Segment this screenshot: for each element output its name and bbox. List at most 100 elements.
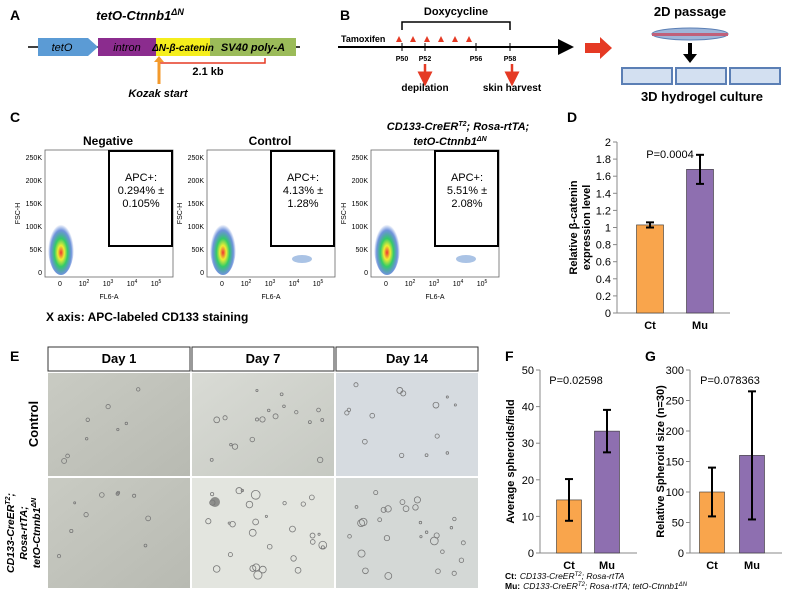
spheroid bbox=[380, 506, 387, 513]
timepoint: P56 bbox=[470, 56, 483, 63]
footnote-text: CD133-CreER bbox=[520, 571, 575, 581]
y-tick-label: 250K bbox=[26, 155, 43, 162]
spheroid bbox=[347, 534, 352, 539]
spheroid bbox=[252, 563, 261, 572]
spheroid bbox=[294, 567, 302, 574]
spheroid bbox=[320, 418, 325, 422]
spheroid bbox=[451, 570, 457, 576]
y-tick-label: 0.2 bbox=[596, 291, 611, 303]
label-sup: ΔN bbox=[31, 497, 38, 509]
spheroid bbox=[209, 458, 214, 462]
spheroid bbox=[227, 521, 231, 525]
segment-label: intron bbox=[113, 42, 141, 54]
spheroid bbox=[413, 496, 421, 504]
y-axis-label: Relative β-catenin bbox=[568, 180, 580, 274]
y-tick-label: 100K bbox=[352, 224, 369, 231]
label-part: ; bbox=[5, 493, 17, 497]
footnote-key: Ct: bbox=[505, 571, 517, 581]
plot-title: CD133-CreERT2; Rosa-rtTA; bbox=[387, 121, 530, 133]
tick-base: 0 bbox=[384, 281, 388, 288]
y-axis-label: FSC-H bbox=[15, 203, 22, 224]
spheroid bbox=[320, 545, 325, 550]
gate bbox=[108, 150, 173, 247]
spheroid bbox=[399, 499, 406, 505]
spheroid bbox=[300, 501, 306, 507]
panel-label: B bbox=[340, 7, 350, 23]
title-part: ; Rosa-rtTA; bbox=[466, 121, 529, 133]
spheroid bbox=[259, 416, 266, 423]
row-label: Control bbox=[26, 401, 41, 447]
spheroid bbox=[354, 505, 359, 509]
y-tick-label: 40 bbox=[522, 402, 534, 414]
x-tick-label: 103 bbox=[429, 279, 440, 288]
footnote-key: Mu: bbox=[505, 581, 520, 591]
tick-base: 0 bbox=[58, 281, 62, 288]
tamoxifen-marks bbox=[396, 36, 472, 42]
spheroid bbox=[264, 514, 268, 518]
panel-label: E bbox=[10, 348, 19, 364]
y-tick-label: 30 bbox=[522, 438, 534, 450]
y-tick-label: 300 bbox=[666, 365, 684, 377]
tick-base: 10 bbox=[313, 281, 321, 288]
spheroid bbox=[418, 520, 423, 525]
event-label: depilation bbox=[401, 83, 448, 94]
micrographs bbox=[48, 373, 478, 588]
timeline-ticks bbox=[401, 43, 511, 51]
step-label: 2D passage bbox=[654, 4, 726, 19]
y-tick-label: 2 bbox=[605, 137, 611, 149]
size-bracket bbox=[159, 58, 266, 64]
spheroid bbox=[433, 532, 440, 539]
label-part: tetO-Ctnnb1 bbox=[31, 507, 43, 568]
spheroid bbox=[377, 517, 383, 523]
x-tick-label: 0 bbox=[384, 281, 388, 288]
gate-label: 0.294% ± bbox=[118, 185, 164, 197]
title-text: tetO-Ctnnb1 bbox=[96, 8, 171, 23]
spheroid bbox=[99, 492, 105, 498]
y-tick-label: 250K bbox=[352, 155, 369, 162]
spheroid bbox=[249, 565, 257, 572]
y-tick-label: 50K bbox=[356, 247, 369, 254]
segment-label: tetO bbox=[52, 42, 73, 54]
x-tick-label: 102 bbox=[405, 279, 416, 288]
y-tick-label: 200K bbox=[26, 178, 43, 185]
spheroid bbox=[250, 489, 261, 500]
y-tick-label: 0.8 bbox=[596, 240, 611, 252]
x-tick-label: Mu bbox=[599, 560, 615, 572]
spheroid bbox=[344, 410, 350, 416]
construct-title: tetO-Ctnnb1ΔN bbox=[96, 7, 184, 23]
tick-exp: 2 bbox=[413, 279, 416, 285]
teto-block bbox=[38, 38, 98, 56]
step-arrowhead bbox=[683, 54, 697, 63]
spheroid bbox=[317, 456, 324, 464]
spheroid bbox=[424, 453, 429, 458]
timepoint: P52 bbox=[419, 56, 432, 63]
spheroid bbox=[240, 488, 244, 493]
x-tick-label: Ct bbox=[706, 560, 718, 572]
x-tick-label: 104 bbox=[289, 279, 300, 288]
y-tick-label: 150K bbox=[188, 201, 205, 208]
footnote-sup: T2 bbox=[578, 582, 586, 588]
day-headers bbox=[47, 346, 479, 372]
spheroid bbox=[357, 519, 365, 527]
x-axis-label: FL6-A bbox=[425, 294, 444, 301]
tick-base: 10 bbox=[429, 281, 437, 288]
doxycycline-label: Doxycycline bbox=[424, 6, 488, 18]
hydrogel-dishes bbox=[621, 67, 781, 85]
x-tick-label: 0 bbox=[220, 281, 224, 288]
tick-exp: 5 bbox=[485, 279, 488, 285]
spheroid bbox=[400, 390, 407, 397]
label-part: CD133-CreER bbox=[5, 504, 17, 573]
x-tick-label: 103 bbox=[103, 279, 114, 288]
tick-base: 10 bbox=[79, 281, 87, 288]
spheroid bbox=[449, 526, 454, 530]
kozak-label: Kozak start bbox=[128, 88, 189, 100]
panel-label: G bbox=[645, 348, 656, 364]
spheroid bbox=[73, 501, 77, 505]
dox-bracket bbox=[401, 21, 511, 30]
spheroid bbox=[143, 543, 148, 548]
spheroid bbox=[445, 395, 449, 399]
y-tick-label: 150K bbox=[352, 201, 369, 208]
spheroid bbox=[229, 443, 233, 447]
gate-label: 0.105% bbox=[122, 198, 160, 210]
